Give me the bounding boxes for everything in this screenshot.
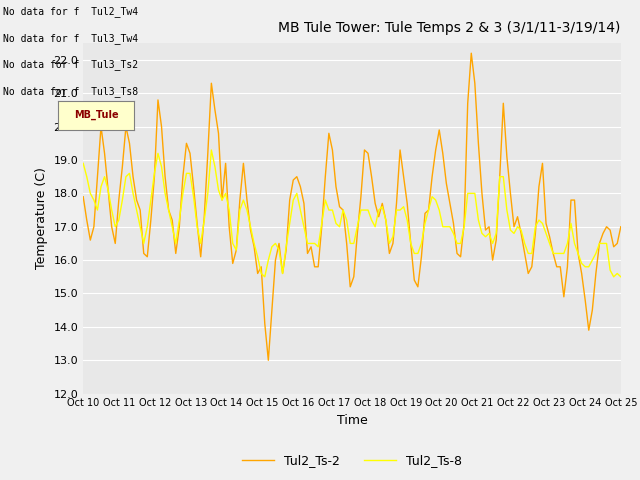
Tul2_Ts-2 xyxy=(214,131,222,136)
Tul2_Ts-2 xyxy=(161,174,169,180)
Tul2_Ts-2 xyxy=(432,147,440,153)
Tul2_Ts-8 xyxy=(218,197,226,203)
Tul2_Ts-2 xyxy=(97,124,105,130)
Tul2_Ts-8 xyxy=(435,207,443,213)
Text: No data for f  Tul3_Ts8: No data for f Tul3_Ts8 xyxy=(3,85,138,96)
Tul2_Ts-8 xyxy=(161,191,169,196)
Tul2_Ts-8 xyxy=(261,274,269,280)
Text: No data for f  Tul2_Tw4: No data for f Tul2_Tw4 xyxy=(3,6,138,17)
Line: Tul2_Ts-8: Tul2_Ts-8 xyxy=(83,150,621,277)
Text: MB Tule Tower: Tule Temps 2 & 3 (3/1/11-3/19/14): MB Tule Tower: Tule Temps 2 & 3 (3/1/11-… xyxy=(278,21,621,35)
Text: No data for f  Tul3_Tw4: No data for f Tul3_Tw4 xyxy=(3,33,138,44)
Tul2_Ts-2 xyxy=(617,224,625,229)
Tul2_Ts-2 xyxy=(467,50,475,56)
Tul2_Ts-8 xyxy=(207,147,215,153)
Y-axis label: Temperature (C): Temperature (C) xyxy=(35,168,48,269)
Tul2_Ts-8 xyxy=(617,274,625,280)
Tul2_Ts-2 xyxy=(79,194,87,200)
Tul2_Ts-2 xyxy=(268,307,276,313)
Text: MB_Tule: MB_Tule xyxy=(74,110,118,120)
Tul2_Ts-8 xyxy=(271,240,279,246)
Tul2_Ts-8 xyxy=(79,160,87,166)
Tul2_Ts-8 xyxy=(97,184,105,190)
Tul2_Ts-2 xyxy=(264,357,272,363)
Legend: Tul2_Ts-2, Tul2_Ts-8: Tul2_Ts-2, Tul2_Ts-8 xyxy=(237,449,467,472)
Tul2_Ts-8 xyxy=(446,224,454,229)
Text: No data for f  Tul3_Ts2: No data for f Tul3_Ts2 xyxy=(3,59,138,70)
X-axis label: Time: Time xyxy=(337,414,367,427)
Line: Tul2_Ts-2: Tul2_Ts-2 xyxy=(83,53,621,360)
Tul2_Ts-2 xyxy=(442,180,450,186)
